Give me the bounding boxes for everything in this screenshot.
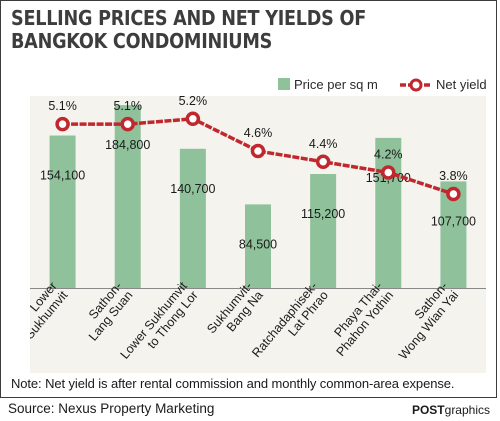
footnote: Note: Net yield is after rental commissi… <box>11 376 455 391</box>
chart-title-line-2: BANGKOK CONDOMINIUMS <box>11 29 273 53</box>
yield-marker <box>55 116 70 132</box>
price-value-label: 84,500 <box>239 237 277 251</box>
yield-value-label: 5.1% <box>48 99 76 113</box>
yield-value-label: 4.6% <box>244 126 273 140</box>
legend-line-swatch <box>400 78 432 92</box>
price-value-label: 115,200 <box>301 207 345 221</box>
price-value-label: 154,100 <box>40 169 85 183</box>
legend-yield-label: Net yield <box>436 77 487 92</box>
yield-marker <box>185 111 201 127</box>
yield-value-label: 4.4% <box>309 137 338 151</box>
yield-marker <box>446 186 461 202</box>
price-bar <box>245 204 271 288</box>
price-value-label: 184,800 <box>105 138 150 152</box>
yield-value-label: 3.8% <box>439 169 468 183</box>
legend-line-swatch-marker <box>409 78 423 92</box>
chart-title-line-1: SELLING PRICES AND NET YIELDS OF <box>11 6 366 30</box>
yield-value-label: 4.2% <box>374 148 403 162</box>
category-label: Ratchadaphisek-Lat Phrao <box>249 279 331 369</box>
chart-frame: SELLING PRICES AND NET YIELDS OF BANGKOK… <box>0 0 497 398</box>
yield-value-label: 5.1% <box>113 99 142 113</box>
yield-marker <box>381 165 396 180</box>
legend-price-label: Price per sq m <box>294 77 378 92</box>
legend-bar-swatch <box>278 78 290 90</box>
plot-area: 154,100184,800140,70084,500115,200151,70… <box>30 96 486 373</box>
category-label: Sukhumvit-Bang Na <box>204 279 266 345</box>
price-value-label: 107,700 <box>431 214 476 228</box>
price-bar <box>179 148 206 288</box>
chart-title: SELLING PRICES AND NET YIELDS OF BANGKOK… <box>11 7 415 53</box>
price-bar <box>375 137 402 288</box>
credit-rest: graphics <box>444 403 490 417</box>
yield-value-label: 5.2% <box>179 96 208 108</box>
category-label: Lower Sukhumvitto Thong Lor <box>118 279 201 371</box>
legend-bar-swatch-rect <box>278 78 290 90</box>
category-label: Phaya Thai-Phahon Yothin <box>323 279 396 359</box>
credit-bold: POST <box>411 403 445 417</box>
yield-marker <box>315 154 331 170</box>
price-bar <box>49 135 76 288</box>
source-text: Source: Nexus Property Marketing <box>8 401 215 416</box>
yield-marker <box>250 143 266 159</box>
price-bar <box>114 105 141 288</box>
plot-svg: 154,100184,800140,70084,500115,200151,70… <box>30 96 486 371</box>
credit-text: POSTgraphics <box>412 403 490 417</box>
yield-marker <box>120 116 135 132</box>
price-value-label: 140,700 <box>170 182 215 196</box>
category-label: Sathon-Wong Wian Yai <box>385 279 461 362</box>
price-bar <box>310 174 337 288</box>
